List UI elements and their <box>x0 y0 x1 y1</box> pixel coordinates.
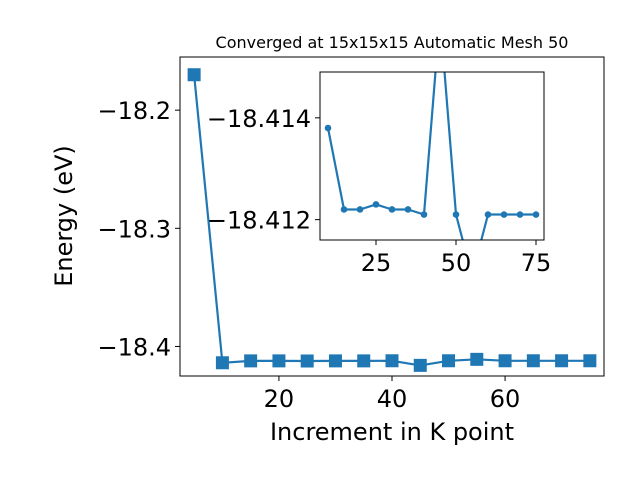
data-point <box>372 201 380 208</box>
data-point <box>516 211 524 218</box>
x-tick-label: 25 <box>361 249 392 277</box>
data-point <box>484 211 492 218</box>
data-point <box>437 13 444 20</box>
inset-plot-area <box>324 13 540 240</box>
y-axis-label: Energy (eV) <box>50 145 78 287</box>
inset-chart: 25 50 75 −18.414 −18.412 <box>207 13 551 277</box>
inset-plot-frame <box>319 71 545 241</box>
x-tick-label: 20 <box>264 385 295 413</box>
data-point <box>324 124 332 132</box>
data-point <box>583 354 597 368</box>
data-point <box>404 206 412 213</box>
data-point <box>388 206 396 213</box>
data-point <box>356 206 364 213</box>
main-plot-frame <box>179 56 605 377</box>
data-point <box>357 354 371 368</box>
main-axis-ticks: 20 40 60 −18.2 −18.3 −18.4 <box>97 97 520 413</box>
data-point <box>244 354 258 368</box>
data-point <box>340 206 348 213</box>
inset-background <box>320 72 544 240</box>
data-point <box>328 354 342 368</box>
data-point <box>532 211 540 218</box>
data-point <box>555 354 569 368</box>
y-tick-label: −18.3 <box>97 215 171 243</box>
data-point <box>500 211 508 218</box>
y-tick-label: −18.414 <box>207 105 311 133</box>
y-tick-label: −18.2 <box>97 97 171 125</box>
y-tick-label: −18.4 <box>97 333 171 361</box>
chart-title: Converged at 15x15x15 Automatic Mesh 50 <box>216 33 569 52</box>
main-chart: Converged at 15x15x15 Automatic Mesh 50 … <box>50 33 605 446</box>
x-tick-label: 60 <box>490 385 521 413</box>
y-tick-label: −18.412 <box>207 207 311 235</box>
data-point <box>498 354 512 368</box>
data-point <box>526 354 540 368</box>
x-tick-label: 75 <box>521 249 552 277</box>
data-point <box>272 354 286 368</box>
x-tick-label: 40 <box>377 385 408 413</box>
x-tick-label: 50 <box>441 249 472 277</box>
x-axis-label: Increment in K point <box>270 418 514 446</box>
data-point <box>215 356 229 370</box>
data-point <box>420 211 428 218</box>
data-point <box>470 352 484 366</box>
main-plot-area <box>187 68 597 372</box>
data-point <box>300 354 314 368</box>
data-point <box>452 211 460 218</box>
inset-axis-ticks: 25 50 75 −18.414 −18.412 <box>207 105 551 277</box>
data-point <box>413 358 427 372</box>
data-point <box>187 68 201 82</box>
data-point <box>385 354 399 368</box>
data-point <box>442 354 456 368</box>
